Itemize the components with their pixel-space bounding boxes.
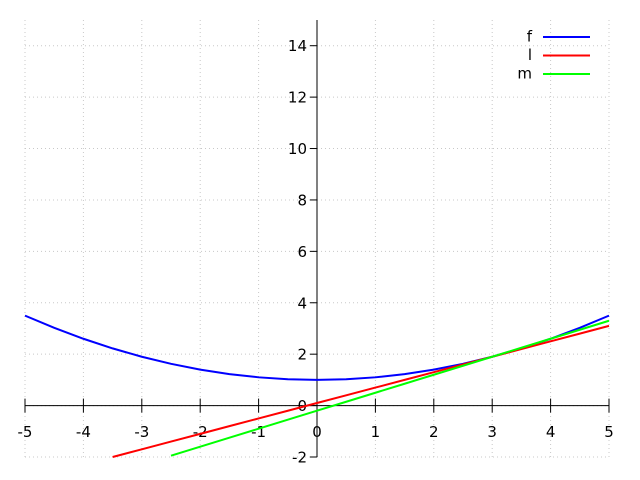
x-tick-label: 2: [429, 423, 439, 441]
x-tick-label: 5: [604, 423, 614, 441]
y-tick-label: 12: [288, 89, 307, 107]
x-tick-label: 3: [487, 423, 497, 441]
legend-label: f: [527, 28, 533, 46]
x-tick-label: -5: [18, 423, 33, 441]
y-tick-label: 6: [297, 243, 307, 261]
x-tick-label: 1: [371, 423, 381, 441]
x-tick-label: -2: [193, 423, 208, 441]
series-line: [170, 319, 610, 457]
legend-label: l: [528, 46, 532, 64]
series-line: [112, 324, 610, 458]
legend-label: m: [517, 65, 532, 83]
y-tick-label: 8: [297, 191, 307, 209]
x-tick-label: -3: [134, 423, 149, 441]
x-tick-label: -1: [251, 423, 266, 441]
y-tick-label: 2: [297, 346, 307, 364]
y-tick-label: 14: [288, 37, 307, 55]
y-tick-label: 10: [288, 140, 307, 158]
x-tick-label: 4: [546, 423, 556, 441]
y-tick-label: -2: [292, 449, 307, 467]
x-tick-label: -4: [76, 423, 91, 441]
y-tick-label: 4: [297, 294, 307, 312]
